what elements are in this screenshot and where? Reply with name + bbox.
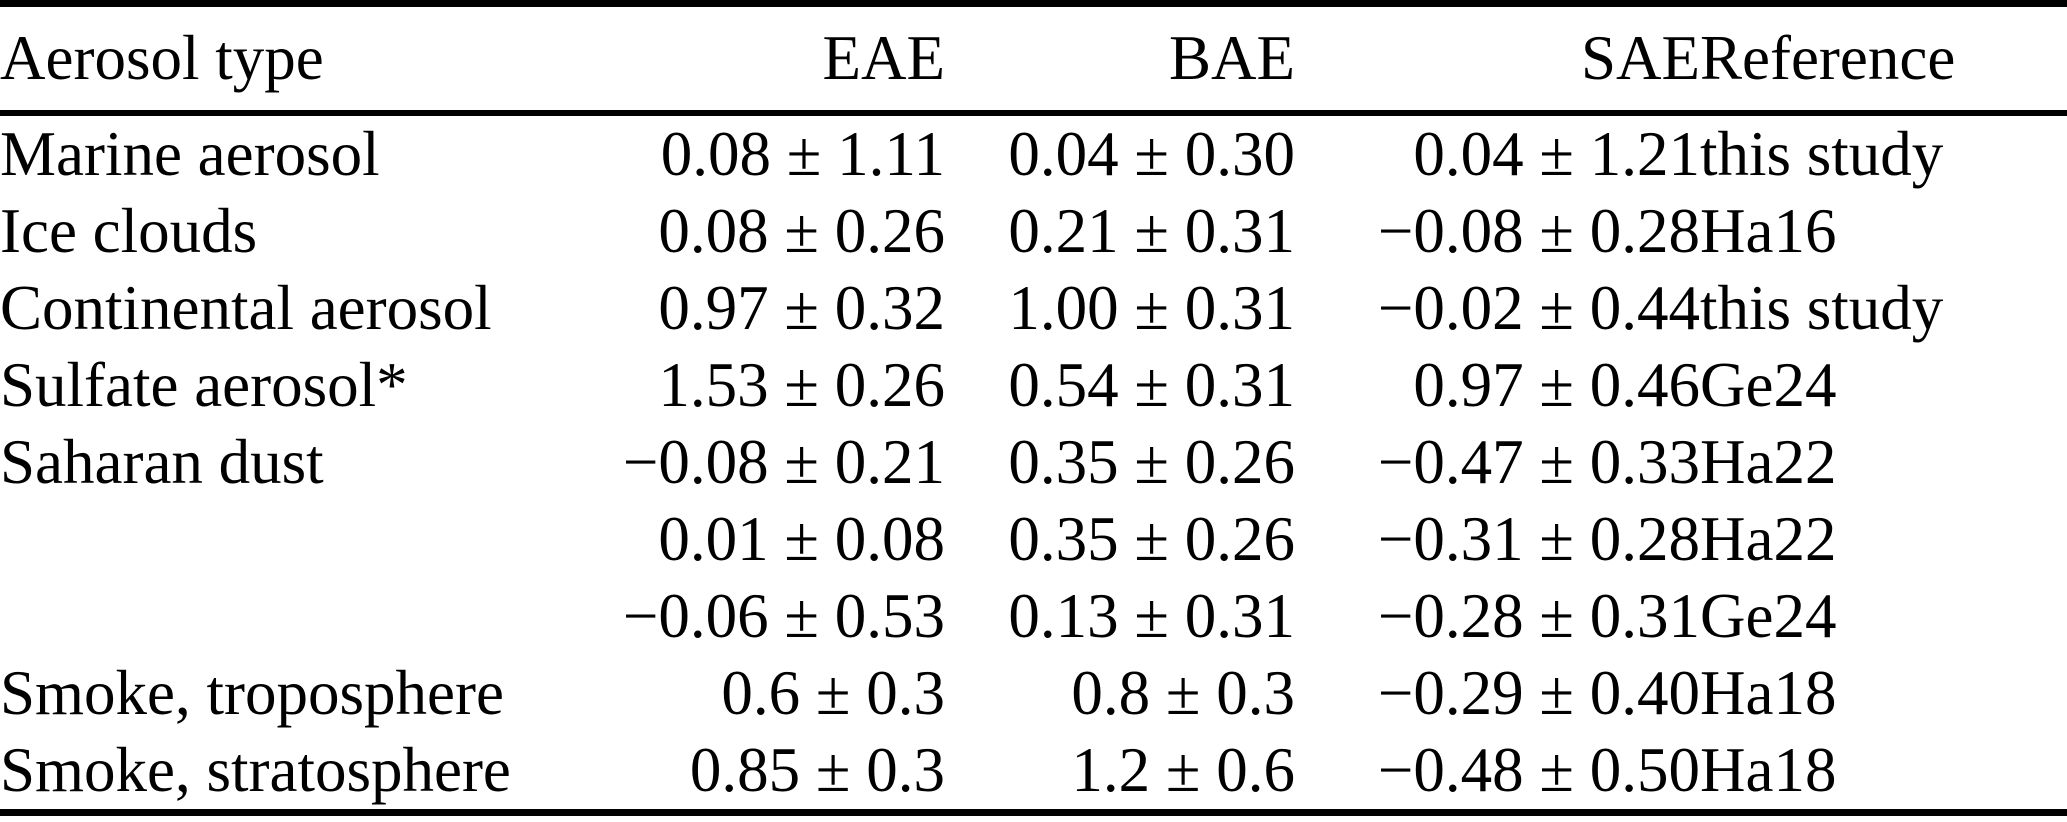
- cell-sae: 0.97 ± 0.46: [1413, 350, 1700, 420]
- cell-reference: Ge24: [1700, 350, 1837, 420]
- cell-reference: this study: [1700, 119, 1944, 189]
- cell-reference: Ha18: [1700, 658, 1837, 728]
- cell-eae: 0.01 ± 0.08: [658, 504, 945, 574]
- column-header-aerosol-type: Aerosol type: [0, 3, 505, 116]
- cell-aerosol-type: [0, 578, 505, 655]
- cell-bae: 0.35 ± 0.26: [1008, 427, 1295, 497]
- cell-reference: Ge24: [1700, 581, 1837, 651]
- table-row: Saharan dust −0.08 ± 0.21 0.35 ± 0.26 −0…: [0, 424, 2067, 501]
- cell-aerosol-type: Smoke, troposphere: [0, 658, 504, 728]
- column-header-reference: Reference: [1700, 3, 2067, 116]
- cell-sae: −0.08 ± 0.28: [1377, 196, 1700, 266]
- cell-eae: 0.08 ± 0.26: [658, 196, 945, 266]
- cell-bae: 0.13 ± 0.31: [1008, 581, 1295, 651]
- cell-eae: 0.97 ± 0.32: [658, 273, 945, 343]
- cell-aerosol-type: Marine aerosol: [0, 119, 380, 189]
- table-row: −0.06 ± 0.53 0.13 ± 0.31 −0.28 ± 0.31 Ge…: [0, 578, 2067, 655]
- cell-eae: 1.53 ± 0.26: [658, 350, 945, 420]
- cell-bae: 0.8 ± 0.3: [1071, 658, 1295, 728]
- column-header-bae: BAE: [945, 3, 1295, 116]
- cell-reference: Ha22: [1700, 427, 1837, 497]
- table-row: Continental aerosol 0.97 ± 0.32 1.00 ± 0…: [0, 270, 2067, 347]
- cell-eae: −0.06 ± 0.53: [622, 581, 945, 651]
- cell-bae: 1.2 ± 0.6: [1071, 735, 1295, 805]
- cell-eae: 0.6 ± 0.3: [721, 658, 945, 728]
- cell-aerosol-type: Saharan dust: [0, 427, 324, 497]
- cell-reference: Ha18: [1700, 735, 1837, 805]
- table-row: 0.01 ± 0.08 0.35 ± 0.26 −0.31 ± 0.28 Ha2…: [0, 501, 2067, 578]
- cell-sae: −0.47 ± 0.33: [1377, 427, 1700, 497]
- cell-sae: −0.28 ± 0.31: [1377, 581, 1700, 651]
- cell-reference: this study: [1700, 273, 1944, 343]
- column-header-sae: SAE: [1295, 3, 1700, 116]
- cell-aerosol-type: Ice clouds: [0, 196, 258, 266]
- cell-eae: −0.08 ± 0.21: [622, 427, 945, 497]
- cell-sae: 0.04 ± 1.21: [1413, 119, 1700, 189]
- cell-reference: Ha16: [1700, 196, 1837, 266]
- table-row: Smoke, stratosphere 0.85 ± 0.3 1.2 ± 0.6…: [0, 732, 2067, 813]
- table-row: Marine aerosol 0.08 ± 1.11 0.04 ± 0.30 0…: [0, 113, 2067, 193]
- cell-sae: −0.31 ± 0.28: [1377, 504, 1700, 574]
- cell-bae: 0.21 ± 0.31: [1008, 196, 1295, 266]
- cell-aerosol-type: Smoke, stratosphere: [0, 735, 511, 805]
- cell-reference: Ha22: [1700, 504, 1837, 574]
- header-row: Aerosol type EAE BAE SAE Reference: [0, 3, 2067, 116]
- cell-eae: 0.08 ± 1.11: [660, 119, 945, 189]
- column-header-eae: EAE: [505, 3, 945, 116]
- cell-aerosol-type: Continental aerosol: [0, 273, 492, 343]
- cell-sae: −0.48 ± 0.50: [1377, 735, 1700, 805]
- cell-aerosol-type: [0, 501, 505, 578]
- cell-bae: 0.04 ± 0.30: [1008, 119, 1295, 189]
- cell-eae: 0.85 ± 0.3: [689, 735, 945, 805]
- table-row: Sulfate aerosol* 1.53 ± 0.26 0.54 ± 0.31…: [0, 347, 2067, 424]
- cell-aerosol-type: Sulfate aerosol*: [0, 350, 408, 420]
- cell-sae: −0.29 ± 0.40: [1377, 658, 1700, 728]
- cell-sae: −0.02 ± 0.44: [1377, 273, 1700, 343]
- table-row: Ice clouds 0.08 ± 0.26 0.21 ± 0.31 −0.08…: [0, 193, 2067, 270]
- table-row: Smoke, troposphere 0.6 ± 0.3 0.8 ± 0.3 −…: [0, 655, 2067, 732]
- cell-bae: 0.35 ± 0.26: [1008, 504, 1295, 574]
- cell-bae: 0.54 ± 0.31: [1008, 350, 1295, 420]
- cell-bae: 1.00 ± 0.31: [1008, 273, 1295, 343]
